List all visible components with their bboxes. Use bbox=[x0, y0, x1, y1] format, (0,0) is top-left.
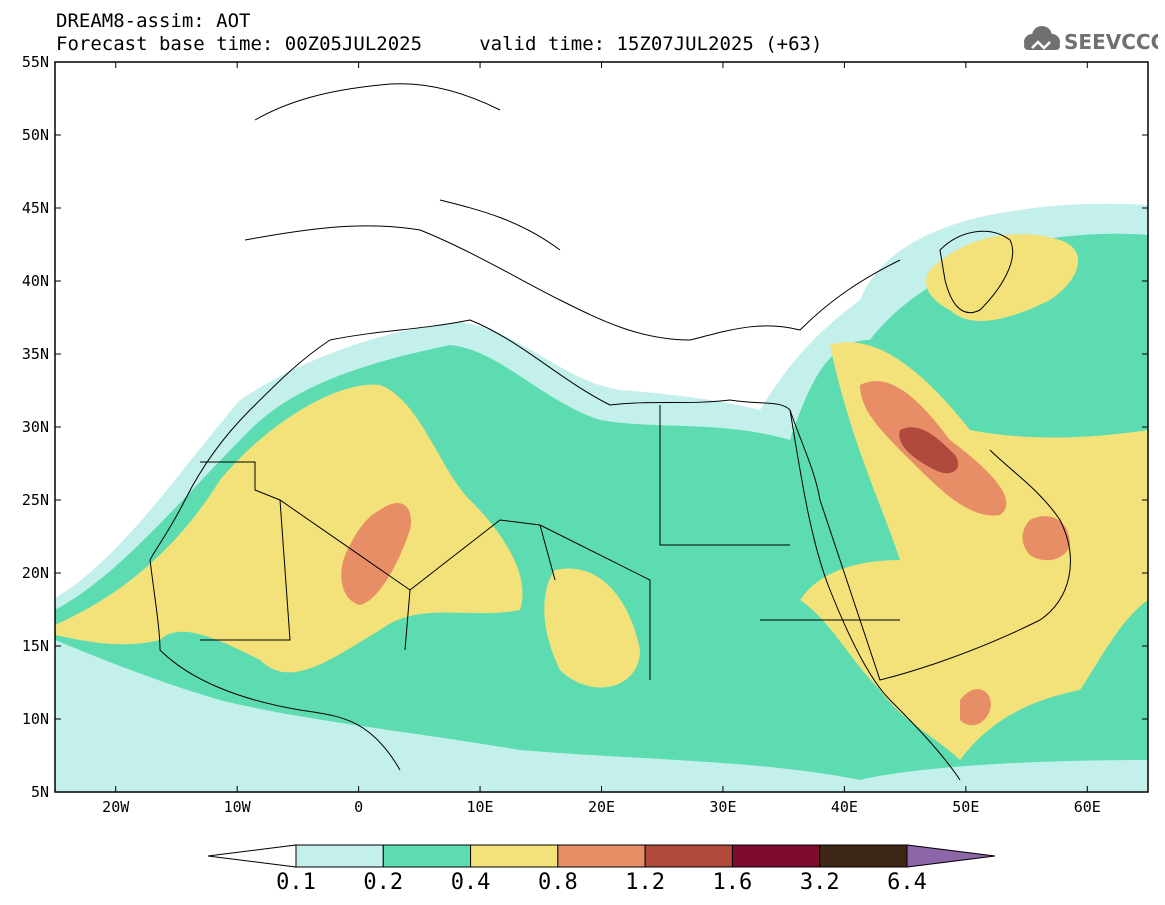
x-tick-label: 20W bbox=[102, 798, 130, 816]
aot-0.4-band bbox=[926, 234, 1079, 321]
map-title: DREAM8-assim: AOT bbox=[56, 10, 251, 32]
aot-0.4-band bbox=[544, 568, 640, 688]
country-borders bbox=[200, 405, 900, 680]
colorbar-label: 0.4 bbox=[450, 870, 491, 895]
caspian-coast bbox=[939, 230, 1014, 314]
cloud-icon bbox=[1024, 26, 1060, 50]
y-tick-label: 25N bbox=[22, 491, 49, 509]
y-tick-label: 5N bbox=[31, 783, 49, 801]
aot-0.4-band bbox=[55, 384, 523, 673]
axis-ticks: 20W 10W 0 10E 20E 30E 40E 50E 60E 55N 50N 45N 40N 35N… bbox=[22, 53, 1148, 816]
y-tick-label: 40N bbox=[22, 272, 49, 290]
aot-0.4-band bbox=[800, 342, 1148, 760]
colorbar-segment bbox=[644, 844, 733, 868]
colorbar-segment bbox=[819, 844, 908, 868]
colorbar-segment bbox=[557, 844, 646, 868]
y-tick-label: 55N bbox=[22, 53, 49, 71]
colorbar-label: 0.8 bbox=[537, 870, 578, 895]
colorbar-segment bbox=[382, 844, 472, 868]
coastlines bbox=[149, 83, 1071, 781]
colorbar-label: 1.6 bbox=[712, 870, 753, 895]
aot-field-layer bbox=[55, 203, 1148, 792]
colorbar-segment bbox=[470, 844, 559, 868]
aot-1.2-band bbox=[899, 427, 959, 474]
x-tick-label: 40E bbox=[831, 798, 858, 816]
y-tick-label: 50N bbox=[22, 126, 49, 144]
aot-0.8-band bbox=[341, 502, 411, 605]
colorbar-segment bbox=[295, 844, 384, 868]
aot-0.8-band bbox=[960, 689, 991, 726]
x-tick-label: 10E bbox=[467, 798, 494, 816]
y-tick-label: 30N bbox=[22, 418, 49, 436]
y-tick-label: 10N bbox=[22, 710, 49, 728]
colorbar-high-arrow bbox=[906, 844, 996, 868]
x-tick-label: 60E bbox=[1074, 798, 1101, 816]
aot-colorbar bbox=[207, 844, 996, 868]
colorbar-label: 6.4 bbox=[887, 870, 927, 895]
red-sea-west-coast bbox=[789, 409, 961, 781]
y-tick-label: 35N bbox=[22, 345, 49, 363]
north-africa-coast bbox=[329, 319, 791, 411]
europe-coast bbox=[244, 83, 901, 341]
colorbar-label: 3.2 bbox=[799, 870, 840, 895]
colorbar-label: 1.2 bbox=[625, 870, 666, 895]
aot-0.8-band bbox=[1022, 516, 1070, 561]
colorbar-label: 0.2 bbox=[363, 870, 404, 895]
x-tick-label: 20E bbox=[588, 798, 615, 816]
colorbar-label: 0.1 bbox=[276, 870, 316, 895]
logo-text: SEEVCCC bbox=[1064, 30, 1158, 54]
colorbar-segment bbox=[731, 844, 821, 868]
x-tick-label: 50E bbox=[952, 798, 979, 816]
seevccc-logo: SEEVCCC bbox=[1024, 26, 1158, 54]
x-tick-label: 30E bbox=[709, 798, 736, 816]
colorbar-low-arrow bbox=[207, 844, 297, 868]
y-tick-label: 45N bbox=[22, 199, 49, 217]
arabia-coast bbox=[789, 409, 1071, 681]
west-africa-coast bbox=[149, 339, 401, 771]
map-subtitle-times: Forecast base time: 00Z05JUL2025 valid t… bbox=[56, 33, 823, 55]
y-tick-label: 20N bbox=[22, 564, 49, 582]
y-tick-label: 15N bbox=[22, 637, 49, 655]
x-tick-label: 10W bbox=[224, 798, 252, 816]
x-tick-label: 0 bbox=[354, 798, 363, 816]
